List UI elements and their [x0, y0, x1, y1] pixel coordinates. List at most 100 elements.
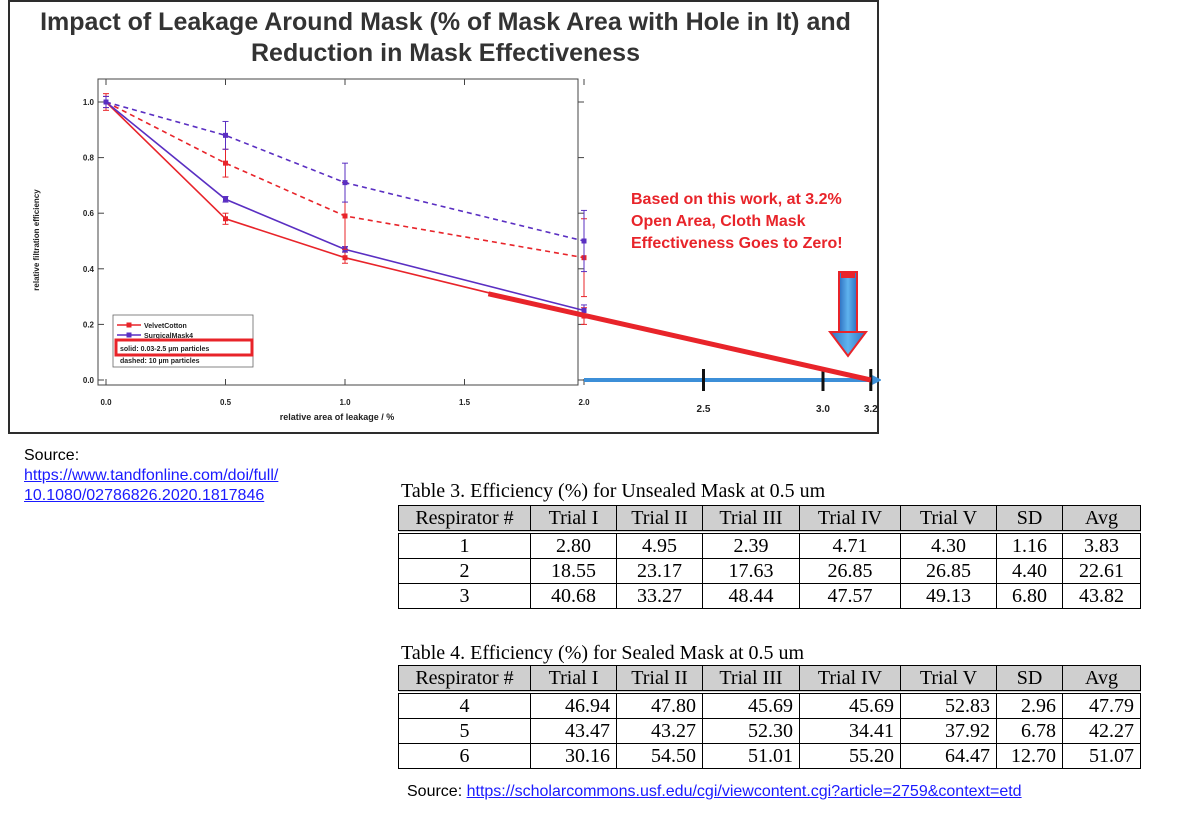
table4-caption: Table 4. Efficiency (%) for Sealed Mask … — [401, 642, 805, 664]
data-point — [342, 213, 348, 219]
table3-caption: Table 3. Efficiency (%) for Unsealed Mas… — [401, 480, 826, 502]
table-cell: 54.50 — [616, 743, 703, 769]
table-cell: 1.16 — [996, 530, 1063, 559]
source2-link[interactable]: https://scholarcommons.usf.edu/cgi/viewc… — [466, 783, 1022, 800]
table-cell: 4.95 — [616, 530, 703, 559]
y-tick-label: 1.0 — [83, 98, 95, 107]
table-cell: 33.27 — [616, 583, 703, 609]
x-tick-label: 2.0 — [578, 398, 590, 407]
table-header-cell: Trial I — [530, 505, 617, 533]
table-cell: 52.30 — [702, 718, 800, 744]
table-cell: 3.83 — [1062, 530, 1141, 559]
table-cell: 45.69 — [702, 690, 800, 719]
table-cell: 46.94 — [530, 690, 617, 719]
table-header-cell: Trial V — [900, 505, 997, 533]
extension-tick-label: 3.0 — [816, 404, 830, 415]
table-cell: 45.69 — [799, 690, 901, 719]
table-cell: 55.20 — [799, 743, 901, 769]
table-header-cell: SD — [996, 665, 1063, 693]
data-point — [223, 160, 228, 166]
series-line — [105, 101, 585, 259]
table-header-cell: Trial III — [702, 505, 800, 533]
chart-title: Impact of Leakage Around Mask (% of Mask… — [10, 7, 881, 69]
table-header-cell: Avg — [1062, 665, 1141, 693]
extension-tick-label: 3.2 — [864, 404, 878, 415]
data-point — [103, 99, 109, 105]
table-cell: 18.55 — [530, 558, 617, 584]
down-arrow — [828, 271, 868, 358]
table-cell: 22.61 — [1062, 558, 1141, 584]
table-cell: 2.96 — [996, 690, 1063, 719]
table-cell: 2.80 — [530, 530, 617, 559]
x-tick-label: 0.5 — [220, 398, 232, 407]
data-point — [342, 180, 348, 186]
chart-svg: 0.0 0.2 0.4 0.6 0.8 1.0 0.0 0.5 1.0 1.5 2.0 2.5 3.0 3… — [32, 78, 881, 422]
table-cell: 49.13 — [900, 583, 997, 609]
table3: Respirator # Trial I Trial II Trial III Tria… — [398, 505, 1141, 609]
table-cell: 52.83 — [900, 690, 997, 719]
chart-title-line1: Impact of Leakage Around Mask (% of Mask… — [40, 8, 851, 36]
legend-solid-note: solid: 0.03-2.5 µm particles — [120, 346, 209, 353]
table-cell: 2 — [398, 558, 531, 584]
table-header-cell: Avg — [1062, 505, 1141, 533]
source-block: Source: https://www.tandfonline.com/doi/… — [24, 446, 278, 506]
y-tick-label: 0.8 — [83, 154, 95, 163]
series-line — [105, 101, 585, 317]
table-header-cell: Trial V — [900, 665, 997, 693]
table4: Respirator # Trial I Trial II Trial III Tria… — [398, 665, 1141, 769]
table-row: 4 46.94 47.80 45.69 45.69 52.83 2.96 47.79 — [398, 690, 1141, 719]
x-tick-label: 1.5 — [459, 398, 471, 407]
y-tick-label: 0.6 — [83, 209, 95, 218]
table-header-cell: Trial II — [616, 665, 703, 693]
extrapolation-line — [487, 291, 872, 383]
table-cell: 51.01 — [702, 743, 800, 769]
chart-panel: Impact of Leakage Around Mask (% of Mask… — [8, 0, 881, 434]
y-tick-label: 0.2 — [83, 320, 95, 329]
data-point — [223, 196, 228, 202]
table-header-cell: Respirator # — [398, 665, 531, 693]
legend-surgical-label: SurgicalMask4 — [144, 333, 193, 340]
x-axis-title: relative area of leakage / % — [280, 412, 395, 422]
source2-label: Source: — [407, 783, 463, 800]
table-cell: 6.78 — [996, 718, 1063, 744]
source-link-line2[interactable]: 10.1080/02786826.2020.1817846 — [24, 487, 265, 504]
table-cell: 47.80 — [616, 690, 703, 719]
x-tick-label: 1.0 — [339, 398, 351, 407]
data-point — [223, 216, 228, 222]
table-header-cell: Respirator # — [398, 505, 531, 533]
source-link-line1[interactable]: https://www.tandfonline.com/doi/full/ — [24, 467, 279, 484]
table-cell: 47.79 — [1062, 690, 1141, 719]
table-cell: 23.17 — [616, 558, 703, 584]
annotation-line-1: Based on this work, at 3.2% — [631, 191, 842, 208]
table-cell: 6 — [398, 743, 531, 769]
annotation-line-2: Open Area, Cloth Mask — [631, 213, 806, 230]
table-cell: 30.16 — [530, 743, 617, 769]
plot-frame — [97, 78, 579, 386]
table-cell: 1 — [398, 530, 531, 559]
table-cell: 26.85 — [799, 558, 901, 584]
legend-surgical-marker — [126, 332, 132, 338]
extension-tick-label: 2.5 — [697, 404, 711, 415]
table-cell: 48.44 — [702, 583, 800, 609]
table-cell: 4.71 — [799, 530, 901, 559]
table-cell: 4.30 — [900, 530, 997, 559]
table-row: 5 43.47 43.27 52.30 34.41 37.92 6.78 42.27 — [398, 718, 1141, 744]
table-cell: 34.41 — [799, 718, 901, 744]
table-cell: 26.85 — [900, 558, 997, 584]
legend-dashed-note: dashed: 10 µm particles — [120, 358, 200, 365]
data-point — [342, 255, 348, 261]
table-header-cell: Trial IV — [799, 665, 901, 693]
table-cell: 12.70 — [996, 743, 1063, 769]
table-header-cell: SD — [996, 505, 1063, 533]
table-header-cell: Trial IV — [799, 505, 901, 533]
y-tick-label: 0.4 — [83, 265, 95, 274]
table-cell: 4.40 — [996, 558, 1063, 584]
table-row: 6 30.16 54.50 51.01 55.20 64.47 12.70 51.07 — [398, 743, 1141, 769]
legend-highlight-box — [114, 338, 254, 357]
table-header-cell: Trial III — [702, 665, 800, 693]
data-point — [223, 132, 228, 138]
series-line — [105, 101, 585, 312]
table-cell: 4 — [398, 690, 531, 719]
table-cell: 43.27 — [616, 718, 703, 744]
table-cell: 3 — [398, 583, 531, 609]
